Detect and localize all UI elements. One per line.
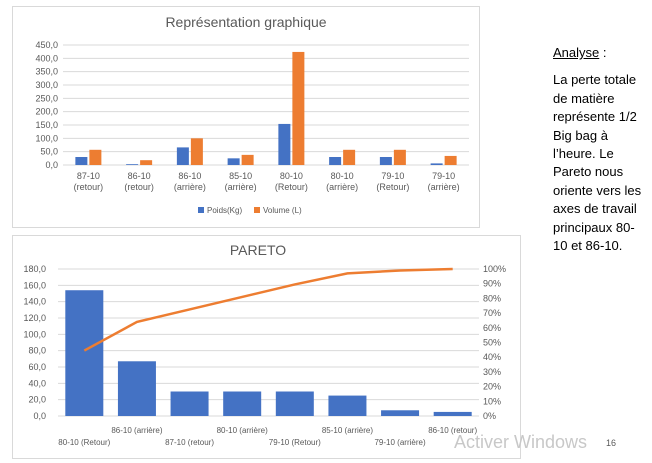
analysis-heading-colon: : bbox=[599, 45, 607, 60]
chart1-bar-poids bbox=[176, 147, 189, 165]
chart1-bar-volume bbox=[89, 149, 102, 165]
chart1-xtick-label: (Retour) bbox=[376, 182, 409, 192]
chart2-ytick-label: 180,0 bbox=[23, 264, 46, 274]
chart2-y2tick-label: 20% bbox=[483, 382, 501, 392]
chart1-bar-volume bbox=[241, 154, 254, 165]
chart1-xtick-label: (retour) bbox=[74, 182, 104, 192]
chart2-xtick-label: 86-10 (retour) bbox=[428, 426, 477, 435]
chart1-legend-swatch bbox=[254, 207, 260, 213]
chart1-xtick-label: (Retour) bbox=[275, 182, 308, 192]
chart2-ytick-label: 120,0 bbox=[23, 313, 46, 323]
chart2-bar bbox=[381, 410, 420, 416]
activate-windows-watermark: Activer Windows bbox=[454, 432, 588, 452]
chart1-xtick-label: 86-10 bbox=[178, 171, 201, 181]
chart-representation-graphique: Représentation graphique 0,0 50,0 100,0 150,… bbox=[12, 6, 480, 228]
chart1-bar-volume bbox=[393, 149, 406, 165]
chart-pareto: PARETO 0,0 20,0 40,0 60,0 80,0 100,0 120,0 140,0… bbox=[12, 235, 521, 459]
chart1-bar-poids bbox=[75, 157, 88, 165]
analysis-heading-line: Analyse : bbox=[553, 44, 649, 62]
chart1-xtick-label: 79-10 bbox=[381, 171, 404, 181]
chart1-xtick-label: (arrière) bbox=[174, 182, 206, 192]
chart2-bar bbox=[275, 391, 314, 416]
chart2-ytick-label: 160,0 bbox=[23, 280, 46, 290]
chart2-svg: PARETO 0,0 20,0 40,0 60,0 80,0 100,0 120,0 140,0… bbox=[23, 242, 506, 447]
chart2-xtick-label: 79-10 (Retour) bbox=[269, 438, 321, 447]
chart2-y2tick-label: 100% bbox=[483, 264, 506, 274]
chart1-bar-volume bbox=[140, 160, 153, 165]
chart1-xtick-label: 80-10 bbox=[280, 171, 303, 181]
chart2-xtick-label: 80-10 (arrière) bbox=[217, 426, 268, 435]
analysis-heading: Analyse bbox=[553, 45, 600, 60]
chart2-y2tick-label: 80% bbox=[483, 293, 501, 303]
chart2-xtick-label: 80-10 (Retour) bbox=[58, 438, 110, 447]
chart2-y2tick-label: 70% bbox=[483, 308, 501, 318]
chart2-y2tick-label: 10% bbox=[483, 396, 501, 406]
chart1-legend-swatch bbox=[198, 207, 204, 213]
chart1-bar-poids bbox=[126, 164, 139, 165]
chart1-xtick-label: 79-10 bbox=[432, 171, 455, 181]
chart1-xtick-label: 85-10 bbox=[229, 171, 252, 181]
chart1-xtick-label: (arrière) bbox=[225, 182, 257, 192]
chart2-y2tick-label: 50% bbox=[483, 338, 501, 348]
chart1-ytick-label: 400,0 bbox=[35, 53, 58, 63]
chart1-ytick-label: 200,0 bbox=[35, 107, 58, 117]
chart1-xtick-label: 80-10 bbox=[331, 171, 354, 181]
analysis-panel: Analyse : La perte totale de matière rep… bbox=[553, 44, 649, 255]
chart1-xtick-label: 87-10 bbox=[77, 171, 100, 181]
chart2-xtick-label: 79-10 (arrière) bbox=[374, 438, 425, 447]
chart1-ytick-label: 350,0 bbox=[35, 67, 58, 77]
chart2-bar bbox=[170, 391, 209, 416]
chart1-xtick-label: 86-10 bbox=[128, 171, 151, 181]
chart1-ytick-label: 100,0 bbox=[35, 133, 58, 143]
chart1-ytick-label: 450,0 bbox=[35, 40, 58, 50]
chart1-legend-label: Volume (L) bbox=[263, 206, 302, 215]
chart2-cumulative-line bbox=[83, 267, 453, 352]
chart1-title: Représentation graphique bbox=[165, 14, 326, 30]
chart2-bar bbox=[433, 411, 472, 416]
chart2-ytick-label: 60,0 bbox=[28, 362, 46, 372]
chart1-bar-volume bbox=[190, 138, 203, 165]
chart1-xtick-label: (retour) bbox=[124, 182, 154, 192]
chart1-ytick-label: 0,0 bbox=[45, 160, 58, 170]
chart2-bar bbox=[65, 290, 104, 416]
chart2-title: PARETO bbox=[230, 242, 286, 258]
chart2-bar bbox=[117, 361, 156, 416]
chart1-ytick-label: 250,0 bbox=[35, 93, 58, 103]
chart2-y2tick-label: 30% bbox=[483, 367, 501, 377]
chart1-bar-poids bbox=[430, 163, 443, 165]
chart1-ytick-label: 300,0 bbox=[35, 80, 58, 90]
page-number: 16 bbox=[606, 438, 617, 448]
chart2-ytick-label: 140,0 bbox=[23, 297, 46, 307]
chart2-xtick-label: 87-10 (retour) bbox=[165, 438, 214, 447]
chart2-ytick-label: 20,0 bbox=[28, 395, 46, 405]
chart1-xtick-label: (arrière) bbox=[428, 182, 460, 192]
chart1-legend-label: Poids(Kg) bbox=[207, 206, 242, 215]
chart2-xtick-label: 85-10 (arrière) bbox=[322, 426, 373, 435]
chart1-svg: Représentation graphique 0,0 50,0 100,0 150,… bbox=[35, 14, 469, 215]
chart1-bar-volume bbox=[292, 51, 305, 165]
chart2-y2tick-label: 60% bbox=[483, 323, 501, 333]
analysis-text: La perte totale de matière représente 1/… bbox=[553, 72, 642, 254]
chart1-bar-poids bbox=[227, 158, 240, 165]
chart1-bar-poids bbox=[329, 157, 342, 165]
chart2-y2tick-label: 90% bbox=[483, 279, 501, 289]
chart2-ytick-label: 100,0 bbox=[23, 329, 46, 339]
chart2-y2tick-label: 40% bbox=[483, 352, 501, 362]
chart2-bar bbox=[328, 395, 367, 416]
chart2-ytick-label: 80,0 bbox=[28, 346, 46, 356]
chart2-ytick-label: 40,0 bbox=[28, 378, 46, 388]
chart1-ytick-label: 50,0 bbox=[40, 147, 58, 157]
chart2-xtick-label: 86-10 (arrière) bbox=[111, 426, 162, 435]
chart1-ytick-label: 150,0 bbox=[35, 120, 58, 130]
chart1-bar-poids bbox=[278, 123, 291, 165]
chart2-ytick-label: 0,0 bbox=[33, 411, 46, 421]
chart2-y2tick-label: 0% bbox=[483, 411, 496, 421]
chart2-bar bbox=[223, 391, 262, 416]
chart1-bar-poids bbox=[379, 157, 392, 165]
chart1-bar-volume bbox=[343, 149, 356, 165]
chart1-bar-volume bbox=[444, 155, 457, 165]
chart1-xtick-label: (arrière) bbox=[326, 182, 358, 192]
